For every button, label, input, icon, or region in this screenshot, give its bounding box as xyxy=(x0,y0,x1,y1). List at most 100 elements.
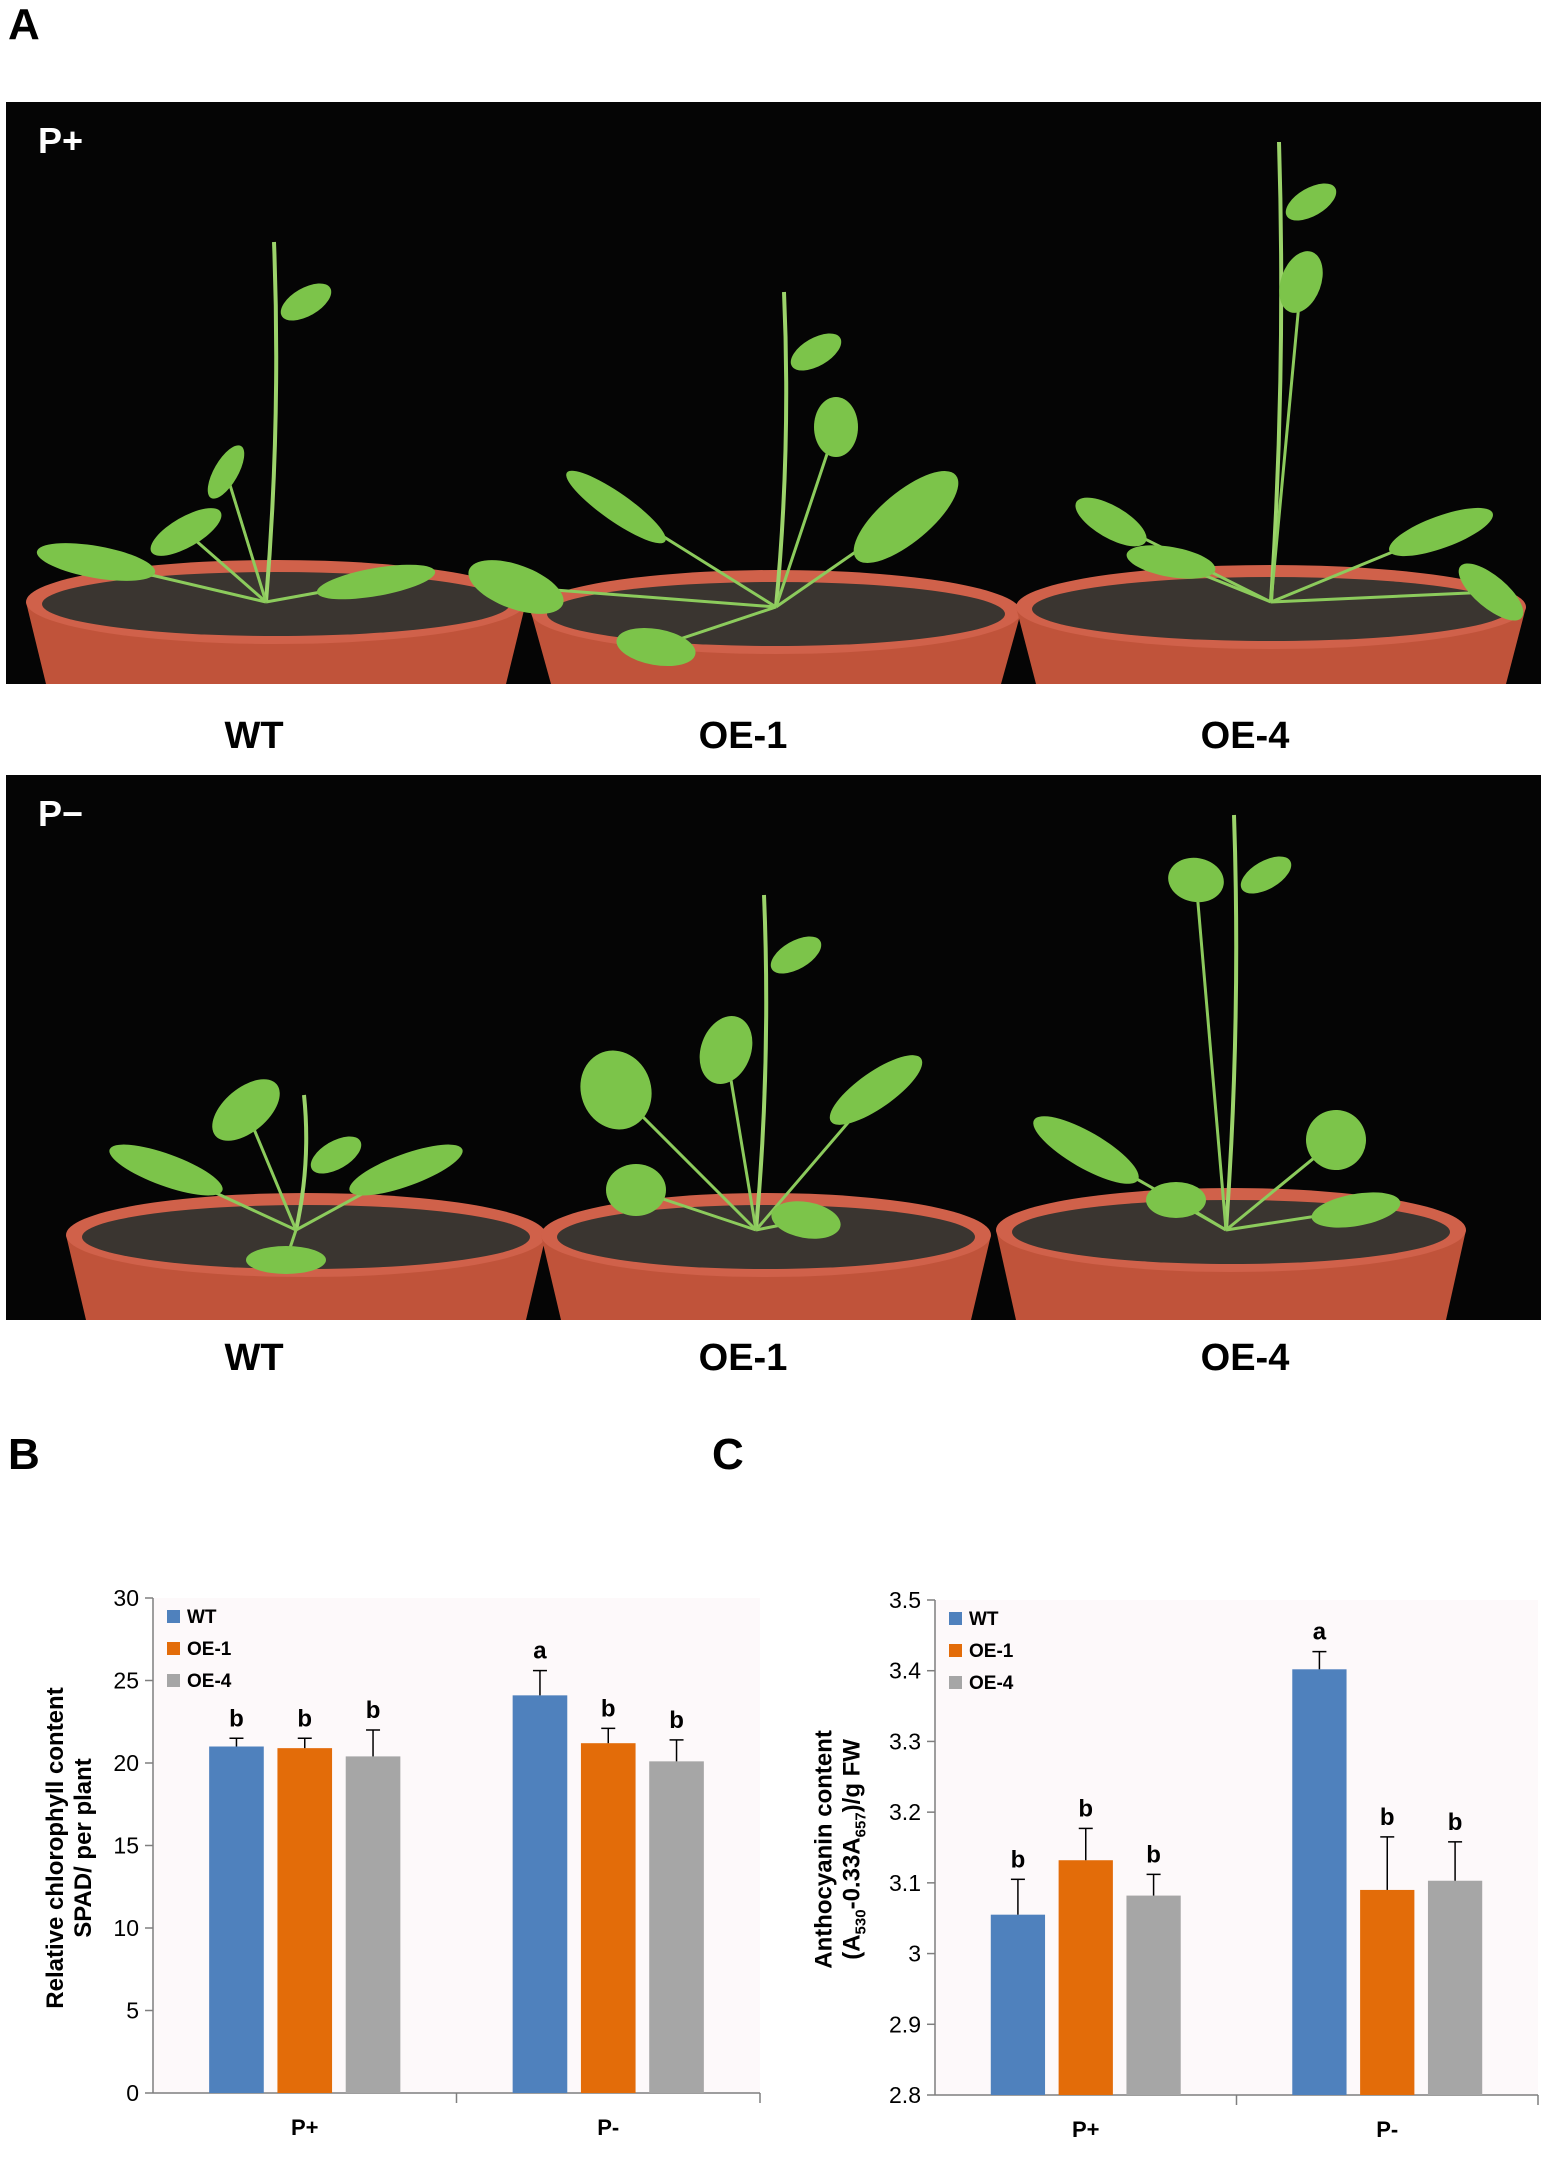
chart-b-legend-swatch-1 xyxy=(167,1642,180,1655)
chart-b-y-tick-label-0: 0 xyxy=(126,2080,139,2106)
bot-leaf-1-1 xyxy=(606,1164,666,1216)
bot-plant-1 xyxy=(580,894,923,1239)
top-petiole-2-4 xyxy=(1269,281,1303,603)
chart-b-sig-letter-oe-4-0: b xyxy=(366,1697,381,1724)
top-soil-0 xyxy=(42,572,510,636)
panel-a-letter: A xyxy=(8,0,40,49)
chart-b: Relative chlorophyll content SPAD/ per p… xyxy=(0,1520,770,2166)
top-leaf-2-3 xyxy=(1126,545,1216,579)
top-leaf-2-0 xyxy=(1075,497,1147,547)
chart-b-y-tick-label-4: 20 xyxy=(113,1750,139,1776)
bot-leaf-2-3 xyxy=(1146,1182,1206,1218)
bot-stem-leaf-1 xyxy=(770,936,822,974)
top-leaf-1-2 xyxy=(853,471,959,563)
chart-b-sig-letter-wt-0: b xyxy=(229,1705,244,1732)
bot-petiole-2-4 xyxy=(1194,879,1228,1231)
chart-b-bar-wt-0 xyxy=(209,1746,264,2093)
genotype-label-oe4-bottom: OE-4 xyxy=(1200,1337,1290,1379)
chart-c-bar-oe-1-1 xyxy=(1360,1889,1415,2095)
top-plant-0 xyxy=(36,241,436,604)
top-stem-leaf-2 xyxy=(1285,183,1337,221)
chart-c-legend-label-0: WT xyxy=(969,1609,999,1630)
genotype-label-oe1-bottom: OE-1 xyxy=(698,1337,788,1379)
top-leaf-1-1 xyxy=(468,560,564,614)
bot-leaf-2-0 xyxy=(1033,1116,1139,1184)
chart-c: Anthocyanin content (A530-0.33A657)/g FW… xyxy=(770,1520,1546,2166)
top-plant-2 xyxy=(1075,141,1524,621)
chart-b-bar-oe-1-0 xyxy=(277,1748,333,2093)
top-stem-leaf-1 xyxy=(790,333,842,371)
bot-stem-2 xyxy=(1224,814,1239,1231)
bot-leaf-0-0 xyxy=(109,1144,223,1196)
bot-leaf-1-0 xyxy=(580,1050,652,1130)
chart-c-x-category-label-1: P- xyxy=(1376,2117,1398,2142)
panel-c-letter: C xyxy=(712,1430,744,1479)
chart-c-sig-letter-oe-1-0: b xyxy=(1078,1795,1093,1822)
bot-leaf-1-4 xyxy=(771,1201,841,1239)
chart-c-bar-wt-0 xyxy=(990,1914,1046,2095)
top-leaf-2-4 xyxy=(1279,251,1323,313)
chart-b-y-tick-label-2: 10 xyxy=(113,1915,139,1941)
top-stem-leaf-0 xyxy=(280,283,332,321)
chart-c-legend-label-1: OE-1 xyxy=(969,1641,1014,1662)
top-petiole-2-2 xyxy=(1270,590,1492,604)
top-leaf-1-3 xyxy=(616,627,696,667)
chart-b-sig-letter-wt-1: a xyxy=(533,1638,547,1665)
panel-b-letter: B xyxy=(8,1430,40,1479)
top-pot-2 xyxy=(1016,565,1526,684)
chart-b-y-tick-label-6: 30 xyxy=(113,1585,139,1611)
bot-plant-0 xyxy=(109,1079,463,1274)
top-petiole-0-3 xyxy=(224,471,268,603)
condition-label-p-plus: P+ xyxy=(38,120,84,161)
chart-b-bar-oe-4-0 xyxy=(345,1756,401,2093)
top-petiole-1-4 xyxy=(774,426,838,608)
chart-b-plot: 0 5 10 15 20 25 30 P+ P-b a b b b b WT OE-1 OE-4 xyxy=(113,1585,761,2140)
top-stem-2 xyxy=(1269,141,1284,603)
bot-stem-leaf-0 xyxy=(310,1136,362,1174)
chart-b-legend-swatch-0 xyxy=(167,1610,180,1623)
bot-leaf-2-2 xyxy=(1311,1192,1401,1228)
top-leaf-1-0 xyxy=(566,470,666,544)
genotype-label-oe4-top: OE-4 xyxy=(1200,715,1290,757)
chart-c-sig-letter-wt-0: b xyxy=(1011,1846,1026,1873)
chart-b-sig-letter-oe-1-0: b xyxy=(297,1705,312,1732)
chart-c-y-tick-label-0: 2.8 xyxy=(889,2082,921,2108)
top-plant-1 xyxy=(468,291,959,667)
chart-b-legend-label-0: WT xyxy=(187,1607,217,1628)
chart-b-legend-label-2: OE-4 xyxy=(187,1671,232,1692)
bot-leaf-0-3 xyxy=(246,1246,326,1274)
chart-c-sig-letter-oe-1-1: b xyxy=(1380,1804,1395,1831)
chart-b-bar-wt-1 xyxy=(512,1695,568,2093)
chart-b-y-tick-label-3: 15 xyxy=(113,1833,139,1859)
bot-pot-1 xyxy=(541,1193,991,1320)
chart-c-y-tick-label-4: 3.2 xyxy=(889,1799,921,1825)
bot-leaf-2-4 xyxy=(1168,857,1224,903)
chart-b-bar-oe-1-1 xyxy=(580,1743,636,2093)
chart-c-y-tick-label-2: 3 xyxy=(908,1941,921,1967)
bot-pot-0 xyxy=(66,1193,546,1320)
chart-c-y-tick-label-3: 3.1 xyxy=(889,1870,921,1896)
photo-p-minus: P− xyxy=(6,775,1541,1320)
chart-b-y-tick-label-5: 25 xyxy=(113,1668,139,1694)
chart-b-legend-label-1: OE-1 xyxy=(187,1639,232,1660)
top-leaf-0-1 xyxy=(150,508,222,556)
chart-c-y-tick-label-6: 3.4 xyxy=(889,1658,921,1684)
condition-label-p-minus: P− xyxy=(38,793,84,834)
bot-soil-0 xyxy=(82,1205,530,1269)
chart-b-legend-swatch-2 xyxy=(167,1674,180,1687)
chart-c-bar-oe-1-0 xyxy=(1058,1860,1113,2095)
bot-leaf-1-2 xyxy=(699,1016,753,1084)
chart-c-bar-oe-4-1 xyxy=(1427,1880,1483,2095)
bot-soil-1 xyxy=(557,1205,975,1269)
chart-c-legend-label-2: OE-4 xyxy=(969,1673,1014,1694)
top-stem-1 xyxy=(774,291,789,608)
genotype-label-wt-top: WT xyxy=(224,715,284,757)
bot-stem-leaf-2 xyxy=(1240,856,1292,894)
chart-c-legend-swatch-0 xyxy=(949,1612,962,1625)
bot-stem-1 xyxy=(754,894,769,1231)
chart-b-x-category-label-0: P+ xyxy=(291,2115,319,2140)
photo-p-plus: P+ xyxy=(6,102,1541,684)
top-leaf-2-2 xyxy=(1458,563,1524,621)
photo-bottom-plants xyxy=(66,814,1466,1320)
top-leaf-2-1 xyxy=(1389,507,1493,557)
